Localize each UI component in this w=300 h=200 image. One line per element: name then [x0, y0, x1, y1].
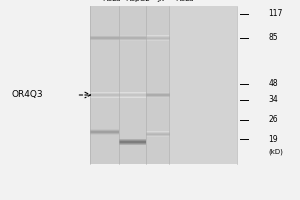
Bar [118, 142, 146, 143]
Text: 26: 26 [268, 116, 278, 124]
Bar [146, 40, 170, 41]
Bar [146, 133, 170, 134]
Bar [90, 93, 118, 94]
Bar [90, 96, 118, 97]
Bar [118, 141, 146, 142]
Bar [118, 139, 146, 140]
Bar [146, 135, 170, 136]
Text: (kD): (kD) [268, 149, 284, 155]
Bar [146, 97, 170, 98]
Bar [118, 92, 146, 93]
Bar [146, 39, 170, 40]
Bar [169, 6, 237, 164]
Bar [118, 140, 146, 141]
Text: 19: 19 [268, 134, 278, 144]
Bar [118, 144, 146, 145]
Bar [146, 96, 170, 97]
Text: 34: 34 [268, 96, 278, 104]
Bar [118, 40, 146, 41]
Text: 85: 85 [268, 33, 278, 43]
Text: JK: JK [157, 0, 164, 2]
Bar [90, 95, 118, 96]
Bar [90, 38, 118, 39]
Bar [90, 132, 118, 133]
Bar [118, 143, 146, 144]
Bar [118, 93, 146, 94]
Bar [90, 94, 118, 95]
Text: HepG2: HepG2 [126, 0, 150, 2]
Bar [118, 39, 146, 40]
Bar [90, 129, 118, 130]
Bar [90, 97, 118, 98]
Bar [146, 95, 170, 96]
Bar [146, 38, 170, 39]
Bar [146, 132, 170, 133]
Bar [90, 134, 118, 135]
Bar [146, 92, 170, 93]
Bar [118, 38, 146, 39]
Bar [146, 6, 170, 164]
Text: 48: 48 [268, 79, 278, 88]
Bar [118, 35, 146, 36]
Bar [118, 94, 146, 95]
Bar [90, 6, 118, 164]
Bar [118, 37, 146, 38]
Bar [146, 94, 170, 95]
Bar [90, 92, 118, 93]
Bar [90, 131, 118, 132]
Bar [118, 36, 146, 37]
Bar [118, 95, 146, 96]
Bar [146, 35, 170, 36]
Bar [146, 37, 170, 38]
Bar [146, 136, 170, 137]
Bar [146, 134, 170, 135]
Text: HeLa: HeLa [102, 0, 120, 2]
Bar [90, 130, 118, 131]
Bar [90, 37, 118, 38]
Bar [118, 96, 146, 97]
Text: HeLa: HeLa [175, 0, 194, 2]
Bar [146, 36, 170, 37]
Bar [90, 36, 118, 37]
Bar [118, 97, 146, 98]
Bar [118, 6, 146, 164]
Bar [146, 93, 170, 94]
Bar [90, 39, 118, 40]
Text: OR4Q3: OR4Q3 [12, 90, 43, 99]
Text: 117: 117 [268, 9, 283, 19]
Bar [146, 131, 170, 132]
Bar [90, 40, 118, 41]
Bar [90, 35, 118, 36]
Bar [90, 133, 118, 134]
